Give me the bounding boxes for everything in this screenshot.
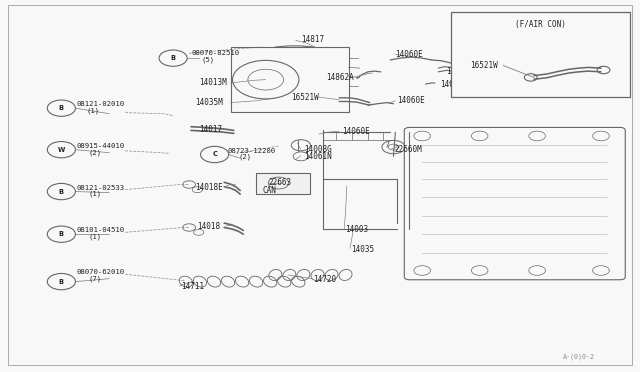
- Text: CAN: CAN: [262, 186, 276, 195]
- Text: W: W: [58, 147, 65, 153]
- Bar: [451, 12, 630, 97]
- Text: 14720: 14720: [314, 275, 337, 284]
- Circle shape: [47, 100, 76, 116]
- Text: (7): (7): [89, 275, 102, 282]
- Text: 14003: 14003: [346, 225, 369, 234]
- Text: 14817: 14817: [301, 35, 324, 44]
- Bar: [256, 173, 310, 194]
- Text: (1): (1): [87, 108, 100, 114]
- Text: B: B: [59, 231, 64, 237]
- Text: 14060E: 14060E: [342, 126, 370, 136]
- Text: (5): (5): [202, 57, 215, 63]
- Circle shape: [47, 226, 76, 242]
- Text: 14035: 14035: [351, 244, 374, 253]
- Text: (F/AIR CON): (F/AIR CON): [515, 20, 566, 29]
- Text: 08070-82510: 08070-82510: [191, 50, 239, 56]
- Text: 14008G: 14008G: [304, 145, 332, 154]
- Text: (2): (2): [89, 149, 102, 155]
- Text: 14035M: 14035M: [195, 98, 223, 107]
- Text: 08915-44010: 08915-44010: [76, 143, 124, 149]
- Text: 14061N: 14061N: [304, 152, 332, 161]
- Text: 14862A: 14862A: [326, 73, 354, 82]
- Circle shape: [200, 146, 228, 163]
- Text: 08070-62010: 08070-62010: [76, 269, 124, 275]
- Text: B: B: [59, 189, 64, 195]
- Text: 22660M: 22660M: [394, 145, 422, 154]
- Text: C: C: [212, 151, 217, 157]
- Text: 14711: 14711: [180, 282, 204, 291]
- Circle shape: [47, 183, 76, 200]
- Text: B: B: [59, 105, 64, 111]
- Text: 14017: 14017: [198, 125, 222, 134]
- Text: 14018: 14018: [197, 222, 221, 231]
- Circle shape: [47, 141, 76, 158]
- Text: 08121-02533: 08121-02533: [76, 185, 124, 191]
- Text: 14060Y: 14060Y: [440, 80, 468, 89]
- Text: 14060E: 14060E: [396, 50, 423, 59]
- Text: B: B: [171, 55, 175, 61]
- Text: 08723-12200: 08723-12200: [227, 148, 276, 154]
- Text: 16521W: 16521W: [470, 61, 498, 70]
- Text: 16521W: 16521W: [291, 93, 319, 102]
- Text: 08121-02010: 08121-02010: [76, 102, 124, 108]
- Bar: [230, 47, 349, 112]
- Text: (2): (2): [239, 154, 252, 160]
- Text: A·(0)0·2: A·(0)0·2: [563, 354, 595, 360]
- Text: 22663: 22663: [269, 178, 292, 187]
- Text: B: B: [59, 279, 64, 285]
- Text: 14018E: 14018E: [195, 183, 223, 192]
- Text: 14013M: 14013M: [198, 78, 227, 87]
- Text: 14060E: 14060E: [397, 96, 424, 105]
- Text: (1): (1): [89, 233, 102, 240]
- Circle shape: [159, 50, 187, 66]
- Circle shape: [47, 273, 76, 290]
- Text: 08101-04510: 08101-04510: [76, 227, 124, 233]
- Text: 14875A: 14875A: [447, 67, 474, 76]
- Text: (1): (1): [89, 191, 102, 198]
